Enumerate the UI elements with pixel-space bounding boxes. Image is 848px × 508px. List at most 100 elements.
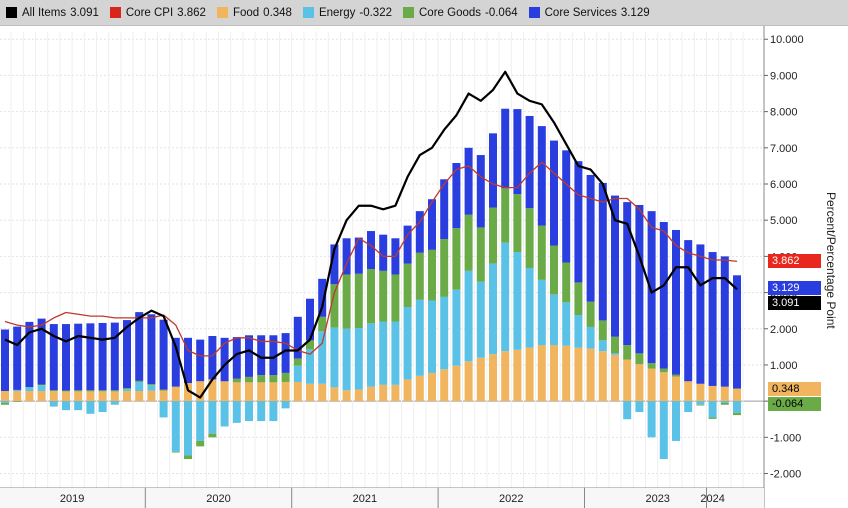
bar-core-goods [513, 194, 522, 253]
bar-food [489, 354, 497, 402]
bar-energy [501, 242, 510, 352]
bar-food [318, 383, 327, 402]
bar-core-goods [196, 440, 205, 447]
bar-core-goods [403, 263, 412, 308]
bar-core-goods [635, 353, 644, 365]
legend-swatch-all-items [6, 7, 17, 18]
bar-energy [147, 385, 156, 391]
bar-food [611, 354, 619, 402]
bar-core-goods [354, 273, 363, 329]
bar-core-services [257, 335, 266, 376]
bar-core-services [696, 244, 705, 384]
bar-energy [452, 289, 461, 366]
bar-core-goods [440, 239, 449, 297]
line-all-items [4, 70, 738, 399]
bar-core-goods [379, 270, 388, 322]
legend-item-all-items[interactable]: All Items 3.091 [6, 7, 99, 19]
value-tag-all-items: 3.091 [768, 295, 821, 310]
bar-food [513, 349, 522, 402]
legend-item-core-goods[interactable]: Core Goods -0.064 [403, 7, 518, 19]
legend-label: Core CPI [125, 6, 174, 19]
bar-energy [464, 270, 473, 362]
bar-core-goods [611, 336, 619, 354]
bar-core-goods [696, 404, 705, 406]
bar-core-services [318, 278, 327, 317]
bar-core-services [452, 163, 461, 229]
legend-value: 3.129 [620, 6, 650, 19]
bar-core-services [708, 252, 717, 386]
y-tick-label: 6.000 [770, 179, 798, 191]
bar-core-goods [550, 245, 558, 295]
bar-energy [672, 401, 680, 441]
y-axis-label: Percent/Percentage Point [824, 191, 838, 329]
bar-energy [208, 401, 217, 434]
bar-food [562, 345, 571, 402]
y-tick-label: 10.000 [770, 34, 804, 46]
value-tag-core-cpi: 3.862 [768, 254, 821, 269]
bar-energy [684, 401, 693, 412]
bar-energy [562, 302, 571, 346]
bar-energy [379, 321, 388, 385]
value-tag-core-services: 3.129 [768, 280, 821, 295]
bar-energy [86, 401, 95, 414]
bar-food [306, 383, 314, 402]
bar-core-services [25, 321, 34, 388]
bar-core-goods [464, 214, 473, 271]
bar-energy [171, 401, 180, 452]
bar-core-services [684, 240, 693, 382]
x-tick-label: 2021 [353, 493, 377, 505]
bar-food [476, 357, 485, 402]
legend-label: Core Goods [419, 6, 482, 19]
bar-energy [306, 349, 314, 384]
bar-energy [123, 389, 131, 392]
bar-core-services [147, 314, 156, 385]
bar-core-services [306, 298, 314, 341]
bar-food [245, 382, 253, 402]
bar-energy [135, 381, 144, 392]
bar-energy [196, 401, 205, 441]
legend-item-core-services[interactable]: Core Services 3.129 [528, 6, 650, 19]
bar-food [293, 381, 302, 402]
bar-core-goods [208, 433, 217, 438]
bar-core-goods [110, 390, 119, 392]
bar-core-services [659, 222, 668, 369]
bar-food [257, 382, 266, 402]
bar-food [367, 386, 375, 402]
bar-energy [586, 326, 595, 349]
bar-core-services [464, 147, 473, 215]
bar-energy [476, 281, 485, 358]
x-tick-label: 2022 [499, 493, 523, 505]
bar-food [208, 379, 217, 402]
legend-item-food[interactable]: Food 0.348 [216, 7, 292, 19]
legend-item-core-cpi[interactable]: Core CPI 3.862 [109, 6, 206, 19]
bar-food [672, 376, 680, 402]
bar-energy [391, 321, 400, 385]
bar-energy [184, 401, 192, 456]
bar-core-goods [49, 390, 58, 392]
bar-core-goods [330, 284, 339, 328]
bar-energy [281, 401, 290, 409]
value-tag-food: 0.348 [768, 381, 821, 396]
legend-bar: All Items 3.091 Core CPI 3.862 Food 0.34… [0, 0, 848, 26]
legend-value: 3.091 [70, 6, 99, 19]
bar-energy [659, 401, 668, 460]
bar-core-goods [342, 274, 351, 329]
bar-core-services [1, 329, 9, 392]
y-tick-label: -2.000 [770, 469, 801, 481]
bar-core-services [220, 337, 229, 382]
bar-food [196, 381, 205, 402]
bar-core-goods [269, 375, 278, 383]
y-tick-label: 8.000 [770, 107, 798, 119]
bar-energy [611, 353, 619, 355]
bar-food [391, 384, 400, 402]
bar-food [232, 382, 241, 402]
bar-core-services [623, 202, 632, 346]
bar-food [220, 381, 229, 402]
bar-food [25, 391, 34, 402]
bar-energy [74, 401, 83, 411]
legend-item-energy[interactable]: Energy -0.322 [302, 7, 392, 19]
bar-food [135, 391, 144, 402]
bar-core-services [733, 275, 741, 389]
bar-core-services [86, 323, 95, 391]
y-tick-label: -1.000 [770, 432, 801, 444]
